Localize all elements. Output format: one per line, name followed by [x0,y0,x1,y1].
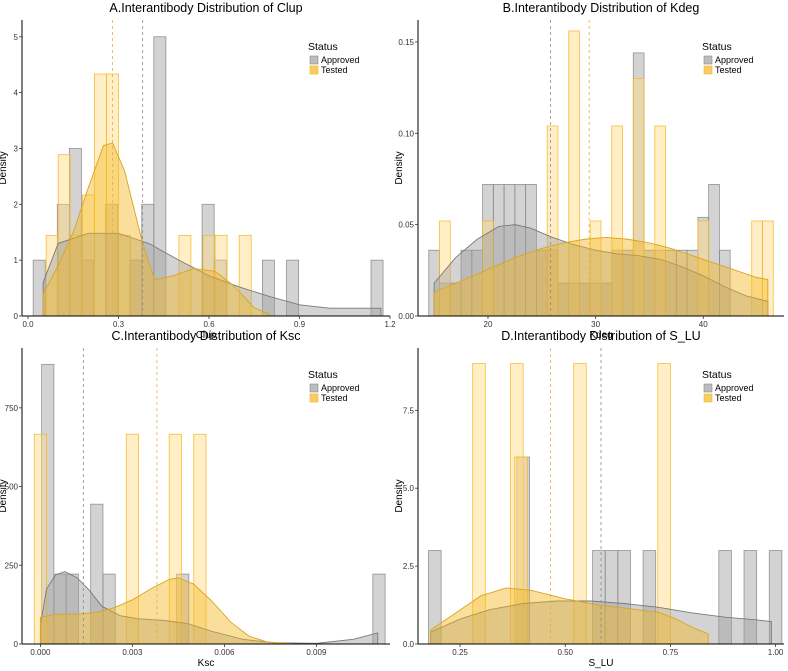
y-tick-label: 0 [14,640,19,649]
chart-title: A.Interantibody Distribution of Clup [109,1,302,15]
legend-title: Status [308,369,338,381]
x-tick-label: 30 [591,320,600,329]
legend-title: Status [702,41,732,53]
density-curve-approved [430,600,772,645]
x-tick-label: 0.6 [203,320,215,329]
legend-label-tested: Tested [321,393,348,403]
density-curve-approved [39,571,379,645]
y-tick-label: 1 [14,256,19,265]
chart-panel-b: B.Interantibody Distribution of Kdeg 20 30… [394,1,784,341]
legend-label-approved: Approved [321,383,360,393]
density-curve-tested [42,142,270,317]
x-tick-label: 1.2 [384,320,396,329]
legend-label-tested: Tested [715,65,742,75]
chart-panel-d: D.Interantibody Distribution of S_LU 0.25… [394,329,784,669]
legend-label-tested: Tested [321,65,348,75]
legend-label-approved: Approved [715,383,754,393]
density-curve-approved [42,232,382,317]
legend-swatch-tested [309,65,319,75]
legend-label-approved: Approved [321,55,360,65]
legend-swatch-tested [703,65,713,75]
chart-title: C.Interantibody Distribution of Ksc [112,329,301,343]
x-tick-label: 0.003 [122,648,143,657]
x-tick-label: 0.50 [557,648,573,657]
legend-label-tested: Tested [715,393,742,403]
y-tick-label: 5 [14,33,19,42]
x-tick-label: 0.75 [663,648,679,657]
histogram-bar-approved [370,259,384,317]
legend-title: Status [308,41,338,53]
x-axis-label: Kdeg [589,330,612,341]
legend-swatch-approved [309,383,319,393]
legend-swatch-approved [703,383,713,393]
y-tick-label: 250 [5,561,19,570]
x-axis-label: Ksc [198,658,215,669]
legend-label-approved: Approved [715,55,754,65]
x-tick-label: 0.000 [30,648,51,657]
y-axis-label: Density [394,479,405,512]
y-axis-label: Density [394,151,405,184]
y-tick-label: 3 [14,144,19,153]
y-tick-label: 7.5 [403,406,415,415]
x-tick-label: 0.3 [113,320,125,329]
y-tick-label: 0.10 [398,129,414,138]
legend-swatch-approved [703,55,713,65]
x-tick-label: 0.25 [452,648,468,657]
legend-swatch-tested [703,393,713,403]
y-tick-label: 4 [14,89,19,98]
density-curve-approved [433,224,769,317]
y-tick-label: 750 [5,404,19,413]
legend-swatch-approved [309,55,319,65]
y-tick-label: 5.0 [403,484,415,493]
x-axis-label: Clup [196,330,217,341]
y-tick-label: 0.0 [403,640,415,649]
chart-title: B.Interantibody Distribution of Kdeg [503,1,700,15]
x-tick-label: 20 [484,320,493,329]
y-tick-label: 0.05 [398,221,414,230]
x-tick-label: 0.006 [214,648,235,657]
y-tick-label: 2 [14,200,19,209]
legend-title: Status [702,369,732,381]
x-tick-label: 0.0 [22,320,34,329]
y-tick-label: 2.5 [403,562,415,571]
chart-title: D.Interantibody Distribution of S_LU [501,329,700,343]
y-tick-label: 0 [14,312,19,321]
x-axis-label: S_LU [588,658,613,669]
chart-panel-c: C.Interantibody Distribution of Ksc 0.000… [0,329,390,669]
legend-swatch-tested [309,393,319,403]
density-curve-tested [433,236,769,317]
density-curve-tested [430,587,709,645]
density-curve-tested [39,577,293,645]
y-tick-label: 500 [5,483,19,492]
x-tick-label: 0.9 [294,320,306,329]
y-tick-label: 0.00 [398,312,414,321]
x-tick-label: 40 [699,320,708,329]
x-tick-label: 1.00 [768,648,784,657]
y-axis-label: Density [0,151,9,184]
histogram-bar-tested [657,363,671,645]
y-axis-label: Density [0,479,9,512]
x-tick-label: 0.009 [306,648,327,657]
y-tick-label: 0.15 [398,38,414,47]
